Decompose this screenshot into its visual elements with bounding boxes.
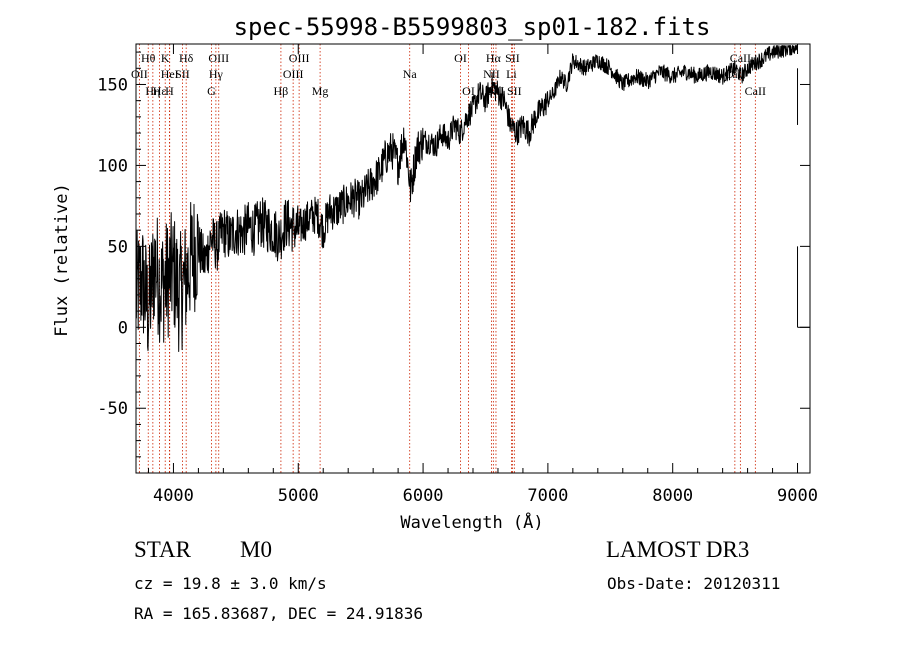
survey-name: LAMOST DR3	[606, 537, 750, 562]
y-tick-label: 0	[118, 318, 128, 338]
axis-ticks: 4000 5000 6000 7000 8000 9000 -50 0 50 100 150	[97, 44, 818, 506]
emission-line-label: Hγ	[209, 67, 224, 81]
emission-line-label: SII	[507, 84, 522, 98]
emission-line-markers	[138, 44, 756, 473]
y-tick-label: 150	[97, 75, 128, 95]
y-tick-label: 100	[97, 156, 128, 176]
x-tick-label: 5000	[278, 486, 319, 506]
x-tick-label: 6000	[403, 486, 444, 506]
x-tick-label: 7000	[527, 486, 568, 506]
emission-line-label: OI	[454, 51, 467, 65]
chart-title: spec-55998-B5599803_sp01-182.fits	[234, 13, 711, 41]
x-axis-label: Wavelength (Å)	[400, 511, 543, 533]
observation-date: Obs-Date: 20120311	[607, 574, 781, 593]
emission-line-label: H	[165, 84, 174, 98]
emission-line-label: SII	[175, 67, 190, 81]
emission-line-label: OIII	[289, 51, 310, 65]
object-class: STAR	[134, 537, 191, 562]
emission-line-label: OIII	[208, 51, 229, 65]
emission-line-label: NII	[483, 67, 500, 81]
y-tick-label: -50	[97, 399, 128, 419]
series-layer	[135, 45, 810, 352]
emission-line-label: Hε	[153, 84, 167, 98]
emission-line-label: OI	[462, 84, 475, 98]
emission-line-label: Li	[506, 67, 517, 81]
emission-line-label: Na	[403, 67, 418, 81]
emission-line-label: SII	[505, 51, 520, 65]
x-tick-label: 4000	[153, 486, 194, 506]
emission-line-label: Hα	[486, 51, 502, 65]
emission-line-label: CaII	[730, 51, 751, 65]
emission-line-label: Hδ	[179, 51, 194, 65]
x-tick-label: 8000	[652, 486, 693, 506]
emission-line-label: HeI	[161, 67, 179, 81]
plot-frame	[135, 43, 811, 474]
x-tick-label: 9000	[777, 486, 818, 506]
y-tick-label: 50	[108, 237, 128, 257]
emission-line-label: OII	[131, 67, 148, 81]
emission-line-label: K	[161, 51, 170, 65]
spectrum-line	[135, 45, 798, 352]
emission-line-label: OIII	[283, 67, 304, 81]
coordinates: RA = 165.83687, DEC = 24.91836	[134, 604, 423, 623]
emission-line-label: G	[207, 84, 216, 98]
redshift-velocity: cz = 19.8 ± 3.0 km/s	[134, 574, 327, 593]
emission-line-label: CaII	[745, 84, 766, 98]
y-axis-label: Flux (relative)	[52, 183, 72, 337]
emission-line-label: Hθ	[141, 51, 156, 65]
emission-line-label: Hη	[145, 84, 160, 98]
emission-line-label: Hβ	[274, 84, 289, 98]
emission-line-label: Mg	[312, 84, 329, 98]
subclass: M0	[240, 537, 272, 562]
